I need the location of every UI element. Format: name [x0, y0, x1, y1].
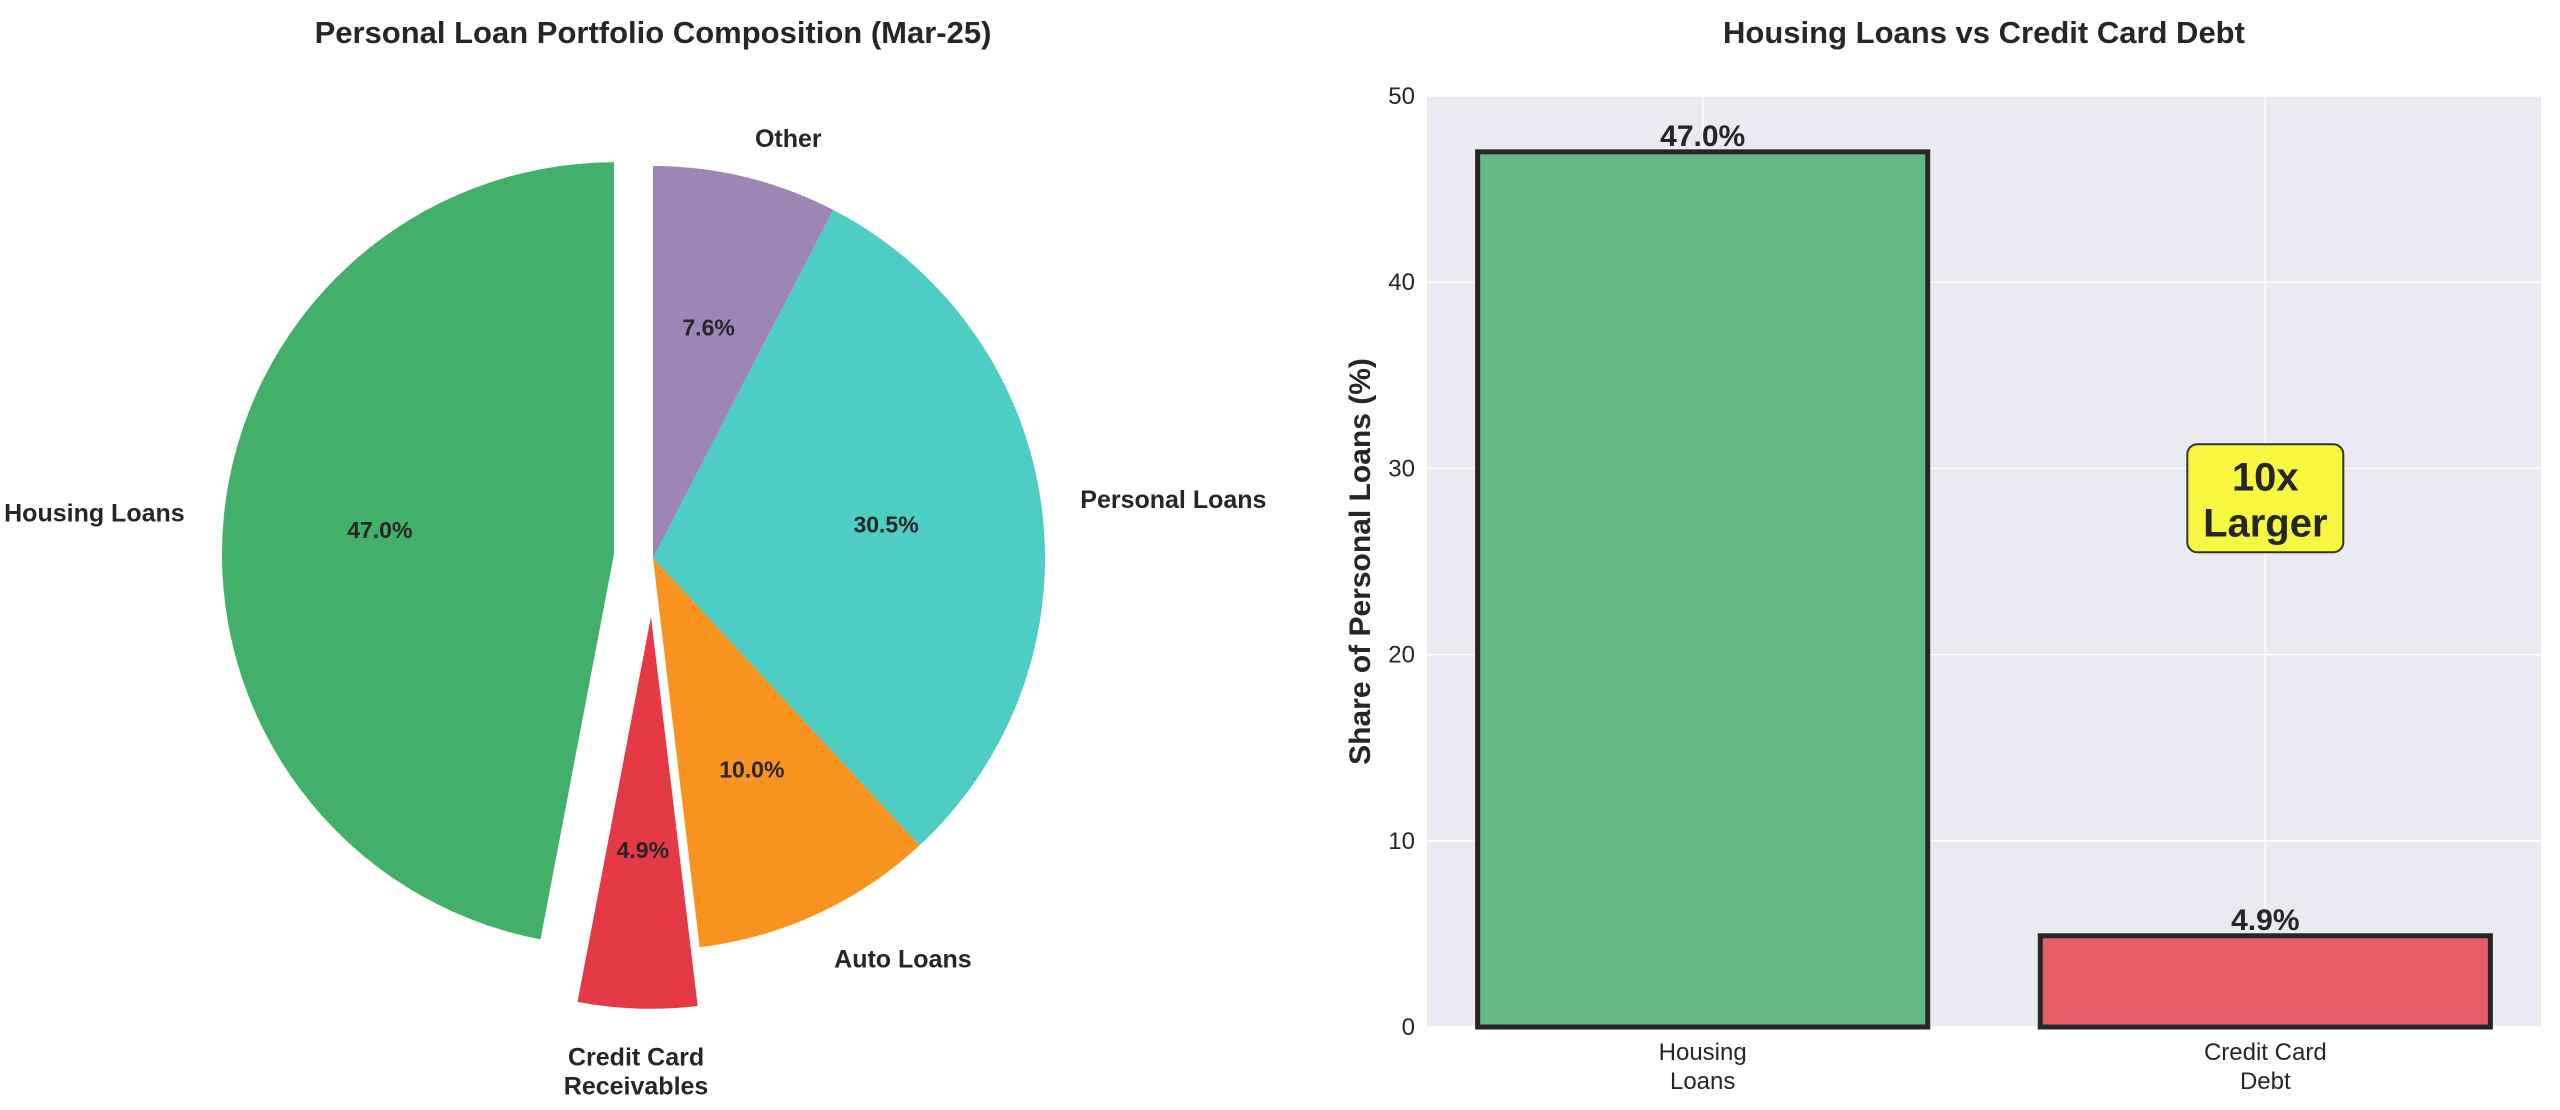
bar — [2037, 933, 2493, 1030]
pie-pct-label: 7.6% — [682, 315, 734, 341]
pie-pct-label: 47.0% — [347, 517, 412, 543]
bar-title: Housing Loans vs Credit Card Debt — [1723, 15, 2245, 50]
y-tick-label: 50 — [1388, 83, 1415, 110]
pie-slice — [653, 558, 920, 948]
pie-category-label: Credit Card Receivables — [564, 1044, 709, 1101]
pie-category-label: Personal Loans — [1080, 486, 1266, 514]
pie-slice — [577, 616, 698, 1009]
y-tick-label: 20 — [1388, 642, 1415, 669]
bar — [1475, 149, 1931, 1030]
bar-data-label: 4.9% — [2231, 904, 2299, 937]
pie-category-label: Auto Loans — [834, 945, 972, 973]
pie-category-label: Other — [755, 125, 822, 153]
pie-slice — [653, 209, 1045, 846]
bar-data-label: 47.0% — [1660, 120, 1745, 153]
y-tick-label: 0 — [1402, 1014, 1415, 1041]
pie-pct-label: 4.9% — [617, 837, 669, 863]
y-tick-label: 40 — [1388, 269, 1415, 296]
y-tick-label: 30 — [1388, 455, 1415, 482]
annotation-box — [2186, 443, 2345, 554]
y-axis-label: Share of Personal Loans (%) — [1344, 358, 1377, 765]
x-tick-label: Credit Card Debt — [2204, 1039, 2327, 1095]
bar-chart: Housing Loans vs Credit Card Debt 0 10 20 3… — [1344, 15, 2541, 1095]
pie-chart: Personal Loan Portfolio Composition (Mar… — [4, 15, 1266, 1101]
y-tick-label: 10 — [1388, 828, 1415, 855]
pie-slice — [221, 162, 614, 940]
pie-pct-label: 10.0% — [719, 757, 784, 783]
x-tick-label: Housing Loans — [1659, 1039, 1747, 1095]
pie-slice — [653, 166, 834, 558]
pie-category-label: Housing Loans — [4, 500, 185, 528]
pie-title: Personal Loan Portfolio Composition (Mar… — [315, 15, 992, 50]
annotation-text: 10x Larger — [2203, 455, 2328, 545]
pie-pct-label: 30.5% — [853, 511, 918, 537]
